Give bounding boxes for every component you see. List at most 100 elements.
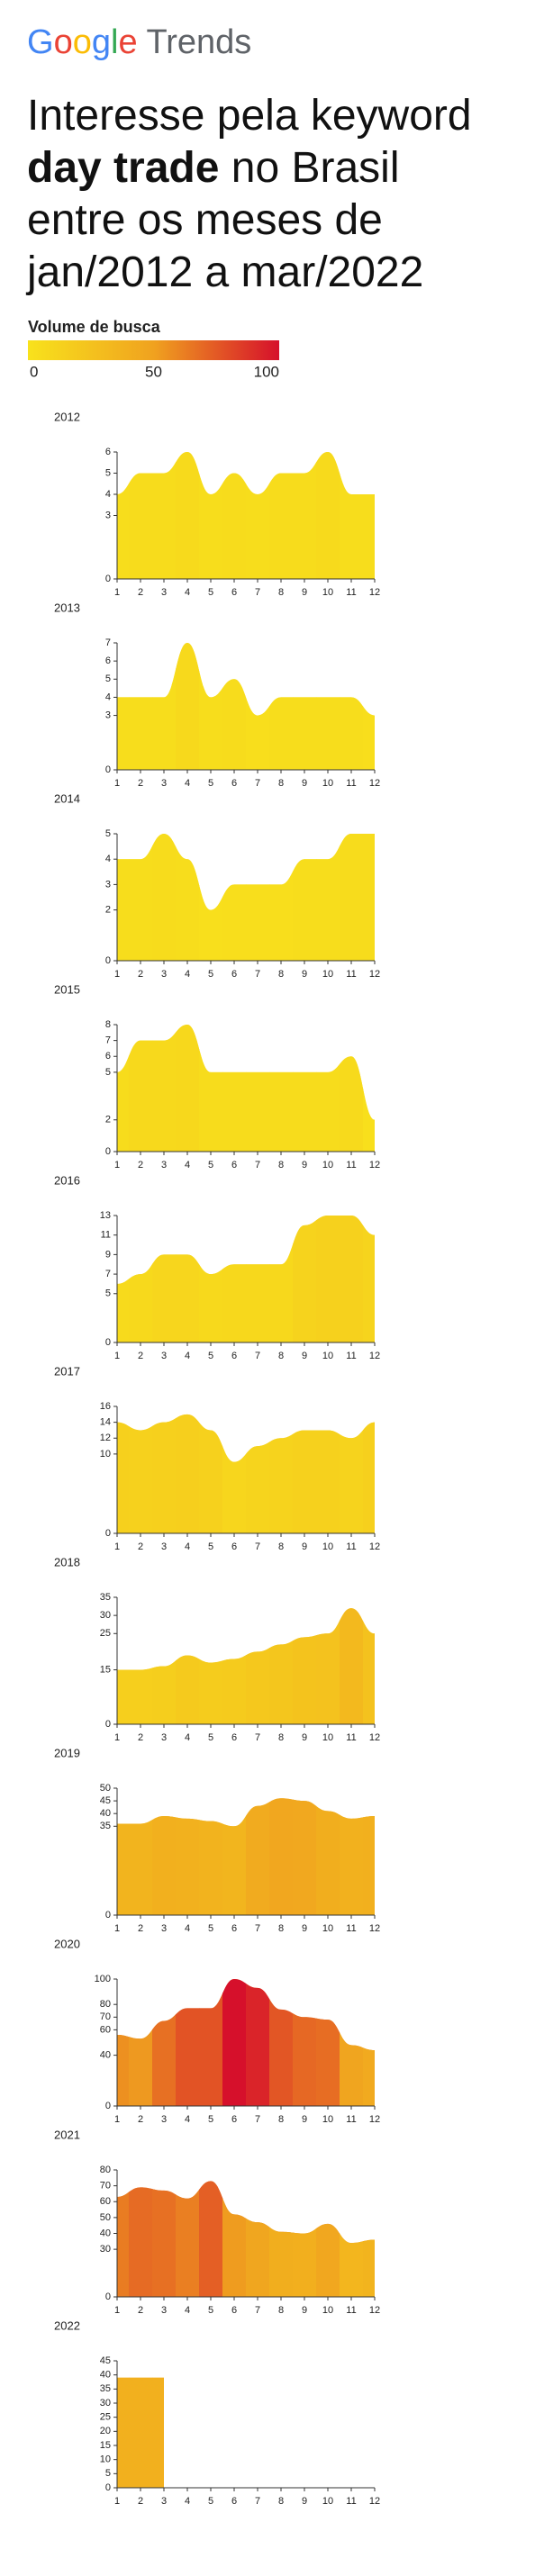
y-tick-label: 5 bbox=[105, 1067, 111, 1078]
x-tick-label: 3 bbox=[161, 1160, 167, 1170]
x-tick-label: 8 bbox=[278, 2305, 284, 2316]
y-tick-label: 25 bbox=[100, 1628, 111, 1639]
title-line: jan/2012 a mar/2022 bbox=[27, 249, 424, 296]
month-band bbox=[340, 2181, 364, 2297]
y-tick-label: 30 bbox=[100, 2244, 111, 2255]
y-tick-label: 14 bbox=[100, 1417, 111, 1428]
month-band bbox=[363, 1798, 375, 1915]
y-tick-label: 40 bbox=[100, 2050, 111, 2061]
month-band bbox=[176, 1798, 200, 1915]
y-tick-label: 2 bbox=[105, 905, 111, 916]
x-tick-label: 2 bbox=[138, 2305, 143, 2316]
x-tick-label: 6 bbox=[231, 1351, 237, 1361]
year-label: 2018 bbox=[54, 1555, 80, 1568]
x-tick-label: 7 bbox=[255, 1923, 260, 1934]
y-tick-label: 50 bbox=[100, 1783, 111, 1794]
x-tick-label: 2 bbox=[138, 1160, 143, 1170]
x-tick-label: 2 bbox=[138, 778, 143, 789]
x-tick-label: 3 bbox=[161, 1732, 167, 1743]
y-tick-label: 4 bbox=[105, 854, 111, 864]
month-band bbox=[222, 1608, 247, 1724]
month-band bbox=[129, 2181, 153, 2297]
month-band bbox=[269, 1216, 294, 1342]
title-line: no Brasil bbox=[219, 144, 400, 192]
legend-tick-label: 50 bbox=[145, 363, 162, 380]
month-band bbox=[117, 1025, 130, 1152]
month-band bbox=[363, 1979, 375, 2106]
x-tick-label: 10 bbox=[322, 2496, 333, 2507]
month-band bbox=[117, 2181, 130, 2297]
month-band bbox=[117, 2377, 130, 2488]
x-tick-label: 11 bbox=[346, 1351, 356, 1361]
month-band bbox=[293, 452, 317, 579]
legend-bar bbox=[28, 340, 279, 360]
y-tick-label: 40 bbox=[100, 2228, 111, 2238]
x-tick-label: 10 bbox=[322, 1351, 333, 1361]
x-tick-label: 4 bbox=[185, 1160, 190, 1170]
x-tick-label: 10 bbox=[322, 778, 333, 789]
y-tick-label: 60 bbox=[100, 2024, 111, 2035]
month-band bbox=[129, 1608, 153, 1724]
x-tick-label: 3 bbox=[161, 969, 167, 980]
x-tick-label: 5 bbox=[208, 2114, 213, 2125]
x-tick-label: 9 bbox=[302, 1732, 307, 1743]
month-band bbox=[246, 834, 270, 961]
x-tick-label: 1 bbox=[114, 2305, 120, 2316]
y-tick-label: 5 bbox=[105, 467, 111, 478]
month-band bbox=[269, 1979, 294, 2106]
month-band bbox=[269, 1414, 294, 1533]
month-band bbox=[246, 1025, 270, 1152]
year-label: 2012 bbox=[54, 410, 80, 423]
month-band bbox=[246, 452, 270, 579]
x-tick-label: 2 bbox=[138, 2114, 143, 2125]
month-band bbox=[316, 1025, 340, 1152]
year-label: 2022 bbox=[54, 2318, 80, 2332]
y-tick-label: 12 bbox=[100, 1433, 111, 1443]
x-tick-label: 7 bbox=[255, 969, 260, 980]
year-label: 2020 bbox=[54, 1937, 80, 1950]
month-band bbox=[176, 643, 200, 770]
month-band bbox=[363, 834, 375, 961]
x-tick-label: 9 bbox=[302, 1351, 307, 1361]
x-tick-label: 1 bbox=[114, 1923, 120, 1934]
x-tick-label: 6 bbox=[231, 778, 237, 789]
month-band bbox=[293, 1979, 317, 2106]
month-band bbox=[117, 834, 130, 961]
x-tick-label: 5 bbox=[208, 1923, 213, 1934]
x-tick-label: 5 bbox=[208, 2305, 213, 2316]
title-keyword: day trade bbox=[27, 144, 220, 192]
y-tick-label: 80 bbox=[100, 1999, 111, 2010]
x-tick-label: 3 bbox=[161, 2496, 167, 2507]
month-band bbox=[316, 834, 340, 961]
x-tick-label: 8 bbox=[278, 1923, 284, 1934]
month-band bbox=[246, 1414, 270, 1533]
y-tick-label: 3 bbox=[105, 710, 111, 720]
x-tick-label: 6 bbox=[231, 1541, 237, 1552]
x-tick-label: 5 bbox=[208, 587, 213, 598]
year-label: 2013 bbox=[54, 601, 80, 614]
month-band bbox=[340, 643, 364, 770]
month-band bbox=[176, 1414, 200, 1533]
month-band bbox=[222, 1025, 247, 1152]
title-line: Interesse pela keyword bbox=[27, 92, 472, 140]
month-band bbox=[199, 834, 223, 961]
year-label: 2014 bbox=[54, 791, 80, 805]
x-tick-label: 9 bbox=[302, 969, 307, 980]
x-tick-label: 6 bbox=[231, 1923, 237, 1934]
y-tick-label: 35 bbox=[100, 1592, 111, 1603]
month-band bbox=[152, 1798, 177, 1915]
y-tick-label: 0 bbox=[105, 2291, 111, 2302]
x-tick-label: 2 bbox=[138, 2496, 143, 2507]
month-band bbox=[293, 1414, 317, 1533]
month-band bbox=[246, 1216, 270, 1342]
month-band bbox=[246, 2181, 270, 2297]
y-tick-label: 10 bbox=[100, 1449, 111, 1460]
y-tick-label: 0 bbox=[105, 1719, 111, 1730]
x-tick-label: 12 bbox=[369, 2496, 380, 2507]
x-tick-label: 5 bbox=[208, 2496, 213, 2507]
x-tick-label: 11 bbox=[346, 2496, 356, 2507]
x-tick-label: 11 bbox=[346, 587, 356, 598]
month-band bbox=[222, 1216, 247, 1342]
x-tick-label: 2 bbox=[138, 587, 143, 598]
y-tick-label: 35 bbox=[100, 1821, 111, 1831]
